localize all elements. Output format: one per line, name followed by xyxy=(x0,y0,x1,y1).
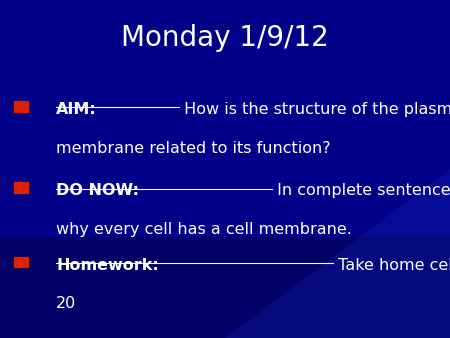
Bar xyxy=(0,0,450,237)
Text: Take home cell questions 1-: Take home cell questions 1- xyxy=(333,258,450,272)
Text: In complete sentences, explain: In complete sentences, explain xyxy=(272,183,450,198)
FancyBboxPatch shape xyxy=(14,257,28,267)
Text: DO NOW:: DO NOW: xyxy=(56,183,139,198)
FancyBboxPatch shape xyxy=(14,101,28,112)
Text: Homework:: Homework: xyxy=(56,258,159,272)
Text: Monday 1/9/12: Monday 1/9/12 xyxy=(121,24,329,52)
Polygon shape xyxy=(225,169,450,338)
Text: AIM:: AIM: xyxy=(56,102,97,117)
Text: 20: 20 xyxy=(56,296,76,311)
FancyBboxPatch shape xyxy=(14,182,28,193)
Text: why every cell has a cell membrane.: why every cell has a cell membrane. xyxy=(56,222,352,237)
Text: How is the structure of the plasma: How is the structure of the plasma xyxy=(180,102,450,117)
Text: membrane related to its function?: membrane related to its function? xyxy=(56,141,331,156)
